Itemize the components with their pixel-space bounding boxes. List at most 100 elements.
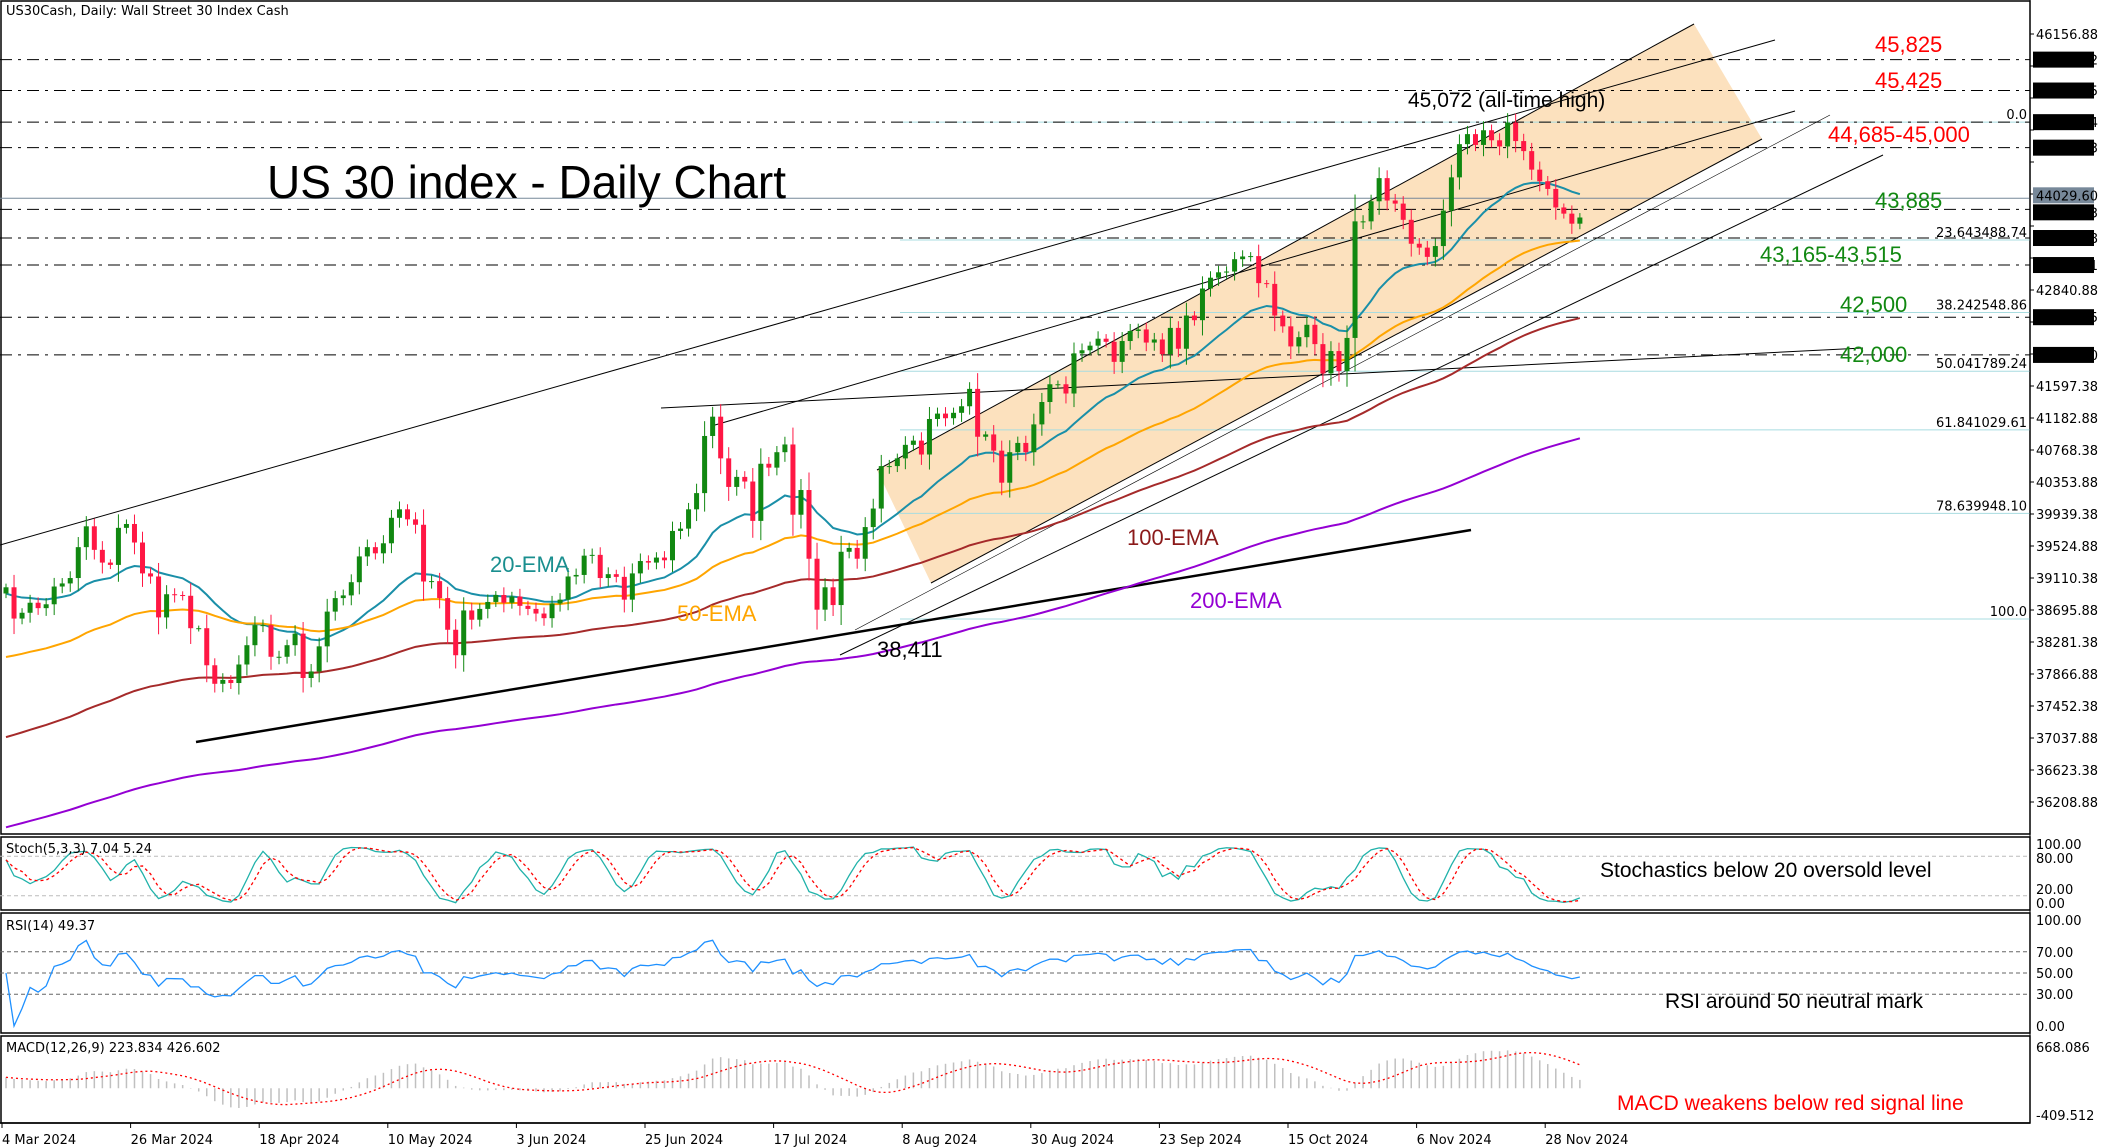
candle-body bbox=[196, 628, 202, 630]
candle bbox=[750, 468, 756, 538]
candle bbox=[734, 469, 740, 496]
candle-body bbox=[686, 509, 692, 529]
candle-body bbox=[429, 581, 435, 583]
candle bbox=[1320, 333, 1326, 388]
candle bbox=[1497, 133, 1503, 156]
candle-body bbox=[83, 526, 89, 548]
candle-body bbox=[1448, 177, 1454, 211]
y-tick-label: 36208.88 bbox=[2036, 796, 2098, 811]
candle bbox=[1031, 413, 1037, 466]
candle bbox=[276, 650, 282, 665]
y-tick-label: 36623.38 bbox=[2036, 764, 2098, 779]
candle bbox=[123, 519, 129, 534]
candle bbox=[1328, 341, 1334, 386]
candle-body bbox=[1119, 341, 1125, 362]
all-time-high-label: 45,072 (all-time high) bbox=[1408, 89, 1605, 112]
candle-body bbox=[710, 416, 716, 436]
ema-line-200 bbox=[5, 437, 1581, 829]
candle-body bbox=[782, 444, 788, 453]
candle-body bbox=[870, 508, 876, 528]
candle-body bbox=[1336, 351, 1342, 372]
candle bbox=[405, 504, 410, 526]
macd-signal-line bbox=[5, 1051, 1581, 1106]
candle bbox=[67, 571, 73, 592]
candle-body bbox=[284, 645, 290, 657]
x-tick-label: 17 Jul 2024 bbox=[774, 1133, 848, 1147]
candle-body bbox=[1216, 272, 1222, 278]
candle-body bbox=[1368, 201, 1374, 222]
candle bbox=[1256, 244, 1262, 298]
rsi-line bbox=[5, 939, 1581, 1029]
price-level-tag-label: 45825.02 bbox=[2036, 54, 2098, 69]
candle bbox=[1167, 316, 1173, 369]
candle bbox=[517, 588, 523, 616]
candle bbox=[541, 607, 547, 626]
candle-body bbox=[678, 528, 684, 531]
candle bbox=[959, 398, 965, 422]
candle-body bbox=[1111, 341, 1117, 362]
candle bbox=[1376, 167, 1382, 215]
candle-body bbox=[356, 556, 362, 583]
price-level-tag-label: 45014.94 bbox=[2036, 116, 2098, 131]
ema-line-50 bbox=[5, 239, 1580, 658]
candle bbox=[1416, 237, 1422, 255]
candle-body bbox=[878, 466, 884, 509]
candle-body bbox=[1151, 339, 1157, 343]
candle bbox=[1569, 205, 1575, 234]
candle bbox=[549, 595, 555, 628]
candle-body bbox=[983, 434, 989, 437]
candle bbox=[1344, 325, 1350, 387]
candle-body bbox=[1497, 140, 1503, 147]
candle bbox=[1464, 125, 1470, 155]
candle bbox=[806, 472, 812, 581]
rsi-axis-label: 100.00 bbox=[2036, 914, 2082, 929]
candle bbox=[637, 553, 643, 583]
fib-label: 0.0 bbox=[2006, 108, 2027, 123]
candle bbox=[581, 548, 587, 584]
candle bbox=[140, 531, 146, 587]
x-tick-label: 25 Jun 2024 bbox=[645, 1133, 723, 1147]
candle bbox=[1368, 194, 1374, 230]
candle bbox=[180, 591, 186, 601]
candle-body bbox=[1392, 200, 1398, 204]
candle-body bbox=[959, 406, 965, 413]
candle-body bbox=[485, 601, 491, 609]
candle-body bbox=[1087, 345, 1093, 351]
price-level-tag-label: 42000.00 bbox=[2036, 349, 2098, 364]
candle-body bbox=[597, 554, 603, 579]
x-tick-label: 8 Aug 2024 bbox=[902, 1133, 977, 1147]
ema20-label: 20-EMA bbox=[490, 552, 570, 577]
chart-title: US 30 index - Daily Chart bbox=[267, 156, 786, 208]
candle-body bbox=[316, 646, 322, 672]
candle-body bbox=[364, 547, 370, 557]
candle-body bbox=[967, 388, 973, 407]
candle bbox=[131, 514, 137, 555]
candle-body bbox=[726, 458, 732, 487]
candle-body bbox=[1063, 384, 1069, 394]
candle-body bbox=[324, 611, 330, 647]
candle bbox=[485, 594, 491, 619]
candle bbox=[1553, 179, 1559, 220]
candle-body bbox=[340, 595, 346, 599]
candle bbox=[1529, 142, 1535, 180]
rsi-note: RSI around 50 neutral mark bbox=[1665, 990, 1923, 1013]
candle bbox=[975, 373, 981, 457]
candle-body bbox=[1569, 213, 1575, 224]
candle bbox=[1424, 240, 1430, 266]
stoch-note: Stochastics below 20 oversold level bbox=[1600, 859, 1932, 882]
candle bbox=[396, 501, 402, 528]
trendline bbox=[195, 528, 1472, 744]
candle-body bbox=[156, 576, 162, 618]
candle bbox=[1232, 251, 1238, 281]
candle bbox=[894, 453, 900, 473]
candle-body bbox=[372, 547, 378, 554]
candle bbox=[951, 407, 957, 425]
candle-body bbox=[694, 493, 700, 510]
candle-body bbox=[653, 557, 659, 563]
macd-axis-min: -409.512 bbox=[2036, 1109, 2094, 1124]
candle bbox=[878, 454, 884, 523]
price-level-tag-label: 44029.60 bbox=[2036, 189, 2098, 204]
candle-body bbox=[1432, 246, 1438, 257]
rsi-label: RSI(14) 49.37 bbox=[6, 919, 95, 934]
candle bbox=[918, 432, 924, 465]
